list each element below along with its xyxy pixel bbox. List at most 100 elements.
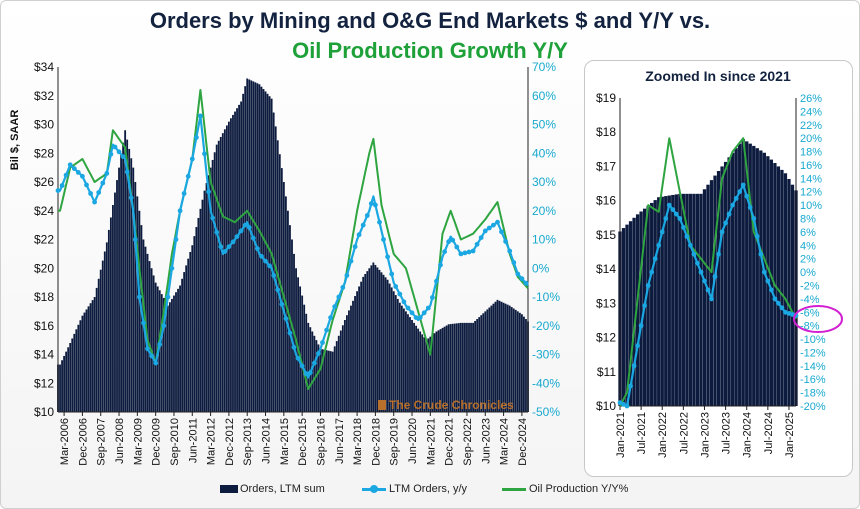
inset-ytick-right: -14% <box>800 361 826 373</box>
main-bar-orders <box>500 301 503 412</box>
inset-bar-orders <box>657 197 661 406</box>
inset-ytick-right: -12% <box>800 347 826 359</box>
main-bar-orders <box>195 227 198 412</box>
inset-bar-orders <box>738 143 742 406</box>
main-ltm-marker <box>299 363 305 369</box>
main-bar-orders <box>150 268 153 412</box>
inset-bar-orders <box>674 194 678 406</box>
main-bar-orders <box>476 319 479 412</box>
inset-ytick-right: -16% <box>800 374 826 386</box>
inset-ltm-marker <box>691 251 697 257</box>
inset-ltm-marker <box>684 234 690 239</box>
main-ltm-marker <box>149 353 155 359</box>
main-bar-orders <box>376 267 379 412</box>
inset-ytick-right: 18% <box>800 147 822 159</box>
inset-ytick-right: -18% <box>800 388 826 400</box>
main-bar-orders <box>122 142 125 412</box>
main-bar-orders <box>205 182 208 412</box>
main-xtick-label: Jun-2023 <box>480 418 492 464</box>
main-bar-orders <box>480 315 483 412</box>
inset-ytick-left: $16 <box>596 194 616 208</box>
inset-ltm-marker <box>642 303 647 308</box>
main-bar-orders <box>453 323 456 412</box>
inset-ytick-left: $12 <box>596 331 616 345</box>
inset-ltm-marker <box>628 383 633 389</box>
inset-xtick-label: Jan-2024 <box>742 412 754 458</box>
inset-ytick-right: -2% <box>800 280 820 292</box>
main-ltm-marker <box>336 294 342 300</box>
main-ltm-marker <box>173 237 179 242</box>
main-xtick-label: Sep-2019 <box>389 418 401 466</box>
main-ltm-marker <box>157 342 163 347</box>
main-ytick-right: 40% <box>532 146 556 160</box>
main-ltm-marker <box>478 235 484 241</box>
inset-ytick-left: $13 <box>596 296 616 310</box>
main-ltm-marker <box>153 360 159 366</box>
main-ltm-marker <box>63 172 69 178</box>
main-bar-orders <box>101 260 104 412</box>
main-bar-orders <box>510 307 513 412</box>
inset-xtick-label: Jan-2022 <box>657 412 669 458</box>
main-bar-orders <box>171 298 173 412</box>
main-ltm-marker <box>316 351 321 356</box>
main-bar-orders <box>140 225 143 413</box>
main-bar-orders <box>254 82 257 412</box>
main-bar-orders <box>75 329 78 412</box>
ylabel-left: Bil $, SAAR <box>9 110 21 171</box>
main-ltm-marker <box>141 320 146 326</box>
main-bar-orders <box>77 324 80 412</box>
inset-ltm-marker <box>631 363 637 369</box>
main-bar-orders <box>197 217 200 412</box>
watermark: The Crude Chronicles <box>378 398 514 412</box>
main-ytick-right: 30% <box>532 175 556 189</box>
main-ltm-marker <box>222 249 228 254</box>
inset-ltm-marker <box>772 296 778 302</box>
main-ltm-marker <box>255 246 260 252</box>
main-ltm-marker <box>360 222 366 228</box>
main-bar-orders <box>223 129 226 413</box>
main-bar-orders <box>225 125 228 413</box>
main-bar-orders <box>120 155 122 413</box>
main-bar-orders <box>118 167 120 413</box>
inset-ltm-marker <box>656 242 662 248</box>
main-bar-orders <box>433 333 436 412</box>
main-ltm-marker <box>287 330 293 336</box>
inset-ytick-right: 0% <box>800 267 816 279</box>
inset-ltm-marker <box>740 182 746 188</box>
main-bar-orders <box>378 269 381 412</box>
main-bar-orders <box>303 304 306 412</box>
inset-ltm-marker <box>751 216 757 221</box>
main-bar-orders <box>313 335 316 412</box>
main-bar-orders <box>402 308 405 412</box>
main-bar-orders <box>360 281 363 412</box>
inset-ytick-right: 26% <box>800 93 822 105</box>
inset-ltm-marker <box>765 278 771 284</box>
inset-bar-orders <box>706 184 710 406</box>
main-ltm-marker <box>246 225 252 230</box>
main-bar-orders <box>219 136 222 412</box>
main-bar-orders <box>417 328 420 413</box>
main-bar-orders <box>152 275 155 412</box>
main-ltm-marker <box>377 219 382 225</box>
main-ltm-marker <box>373 202 378 208</box>
main-xtick-label: Sep-2007 <box>96 418 108 466</box>
main-bar-orders <box>488 307 491 412</box>
main-bar-orders <box>69 343 72 412</box>
inset-ytick-right: 14% <box>800 173 822 185</box>
main-xtick-label: Jun-2014 <box>261 418 273 464</box>
main-ltm-marker <box>425 305 431 311</box>
main-bar-orders <box>370 265 373 413</box>
main-bar-orders <box>504 303 507 412</box>
main-ltm-marker <box>393 284 399 289</box>
inset-bar-orders <box>713 175 717 406</box>
main-ltm-marker <box>67 162 73 168</box>
inset-ytick-right: -10% <box>800 334 826 346</box>
main-bar-orders <box>97 278 100 412</box>
main-bar-orders <box>368 268 371 412</box>
inset-ytick-right: 22% <box>800 120 822 132</box>
inset-ltm-marker <box>666 202 672 208</box>
main-xtick-label: Mar-2009 <box>132 418 144 465</box>
main-xtick-label: Sep-2022 <box>462 418 474 466</box>
main-bar-orders <box>79 320 82 412</box>
main-bar-orders <box>209 167 212 413</box>
